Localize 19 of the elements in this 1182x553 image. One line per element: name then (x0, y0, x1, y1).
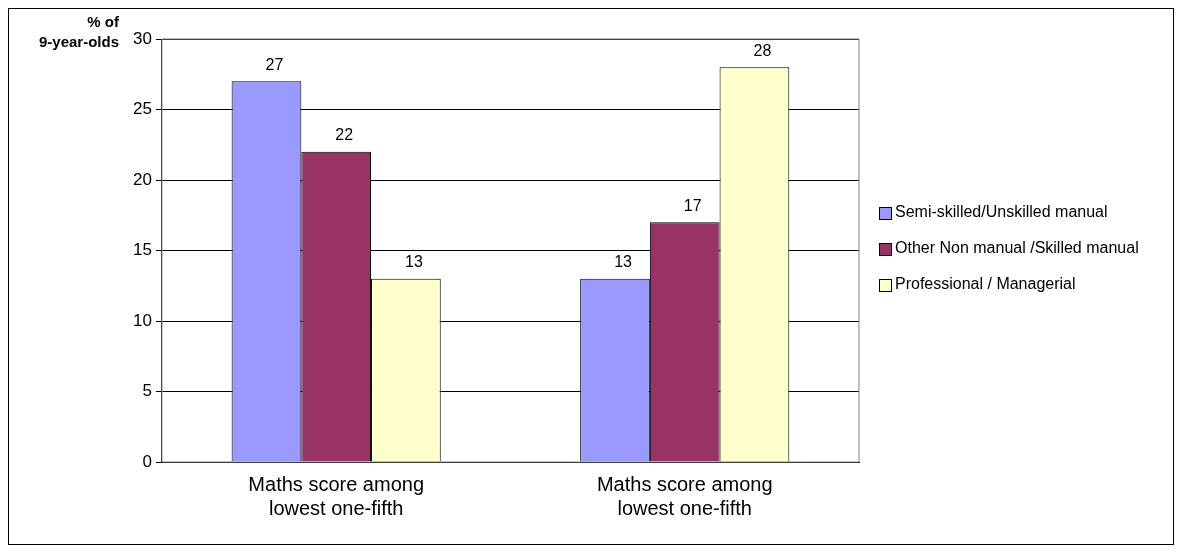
x-tick-label: Maths score among lowest one-fifth (596, 472, 773, 519)
data-label: 13 (404, 253, 423, 271)
y-axis-title: % of 9-year-olds (38, 13, 120, 50)
legend-label: Professional / Managerial (895, 274, 1076, 293)
data-label: 17 (683, 196, 702, 214)
y-tick-label: 20 (132, 169, 152, 189)
y-tick-label: 25 (132, 99, 152, 119)
legend-label: Other Non manual /Skilled manual (895, 238, 1139, 257)
y-tick-label: 10 (132, 310, 152, 330)
y-tick-label: 0 (142, 451, 152, 471)
data-label: 13 (614, 253, 633, 271)
legend-label: Semi-skilled/Unskilled manual (895, 202, 1108, 221)
data-label: 27 (265, 55, 284, 73)
data-label: 28 (753, 41, 772, 59)
data-label: 22 (335, 126, 354, 144)
x-tick-label: Maths score among lowest one-fifth (248, 472, 424, 519)
y-tick-label: 30 (132, 28, 152, 48)
y-tick-label: 15 (132, 240, 152, 260)
y-tick-label: 5 (142, 381, 152, 401)
